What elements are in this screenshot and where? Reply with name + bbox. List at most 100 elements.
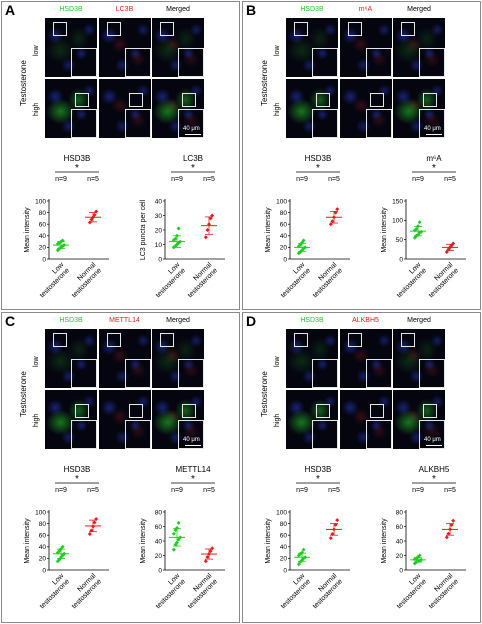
inset-zoom-box	[419, 359, 445, 388]
channel-header: LC3B	[115, 6, 134, 13]
x-tick-label: Lowtestosterone	[33, 261, 72, 300]
sample-size-label: n=9	[55, 176, 67, 183]
micrograph-low-3	[393, 329, 445, 388]
y-tick-label: 80	[280, 210, 288, 217]
data-point	[444, 535, 449, 540]
y-tick-label: 20	[155, 227, 163, 234]
panel-b	[242, 1, 481, 310]
x-tick-label: Normaltestosterone	[181, 572, 219, 610]
scale-bar	[426, 444, 442, 446]
chart-hsd3b: HSD3B* n=9 n=5 0 20 40 60 80 100 Mean intensity Lo…	[24, 465, 109, 611]
inset-source-box	[401, 22, 415, 36]
inset-source-box	[53, 22, 67, 36]
inset-zoom-box	[124, 48, 151, 77]
inset-zoom-box	[365, 419, 392, 449]
micrograph-low-1	[286, 18, 338, 77]
inset-zoom-box	[178, 359, 204, 388]
y-tick-label: 60	[280, 222, 288, 229]
y-tick-label: 0	[399, 567, 403, 574]
testosterone-label: Testosterone	[19, 60, 28, 106]
y-tick-label: 50	[396, 237, 404, 244]
testosterone-label: Testosterone	[260, 60, 269, 106]
y-tick-label: 80	[39, 210, 47, 217]
data-point	[55, 559, 60, 564]
y-tick-label: 60	[396, 524, 404, 531]
y-tick-label: 40	[39, 233, 47, 240]
micrograph-high-3: 40 μm	[393, 389, 445, 449]
micrograph-high-2	[339, 389, 392, 449]
y-tick-label: 0	[158, 256, 162, 263]
data-point	[417, 553, 422, 558]
sample-size-label: n=5	[328, 176, 340, 183]
sample-size-label: n=5	[203, 487, 215, 494]
inset-zoom-box	[419, 108, 445, 138]
y-tick-label: 80	[155, 509, 163, 516]
channel-header: m⁶A	[358, 6, 373, 13]
scale-bar	[426, 133, 442, 135]
inset-source-box	[75, 92, 89, 107]
y-tick-label: 0	[158, 567, 162, 574]
chart-hsd3b: HSD3B* n=9 n=5 0 20 40 60 80 100 Mean intensity Lo…	[265, 465, 350, 610]
data-point	[300, 550, 304, 555]
y-tick-label: 60	[39, 533, 47, 540]
data-point	[414, 226, 419, 231]
channel-header: Merged	[407, 6, 431, 13]
row-label-high: high	[274, 102, 281, 116]
sample-size-label: n=9	[296, 176, 308, 183]
significance-star: *	[75, 163, 79, 174]
significance-star: *	[75, 474, 79, 485]
y-tick-label: 30	[155, 213, 163, 220]
sample-size-label: n=5	[87, 487, 99, 494]
panel-d	[242, 312, 481, 623]
y-tick-label: 100	[276, 198, 287, 205]
channel-header: HSD3B	[300, 6, 324, 13]
data-point	[60, 544, 65, 549]
chart-title: METTL14	[175, 465, 211, 474]
inset-source-box	[347, 333, 362, 347]
inset-source-box	[106, 333, 121, 347]
y-axis-label: Mean intensity	[381, 207, 388, 253]
inset-source-box	[401, 333, 415, 347]
inset-zoom-box	[312, 419, 338, 449]
inset-source-box	[182, 403, 196, 418]
data-point	[57, 548, 62, 553]
chart-hsd3b: HSD3B* n=9 n=5 0 20 40 60 80 100 Mean intensity Lo…	[265, 154, 350, 299]
data-point	[60, 244, 65, 249]
data-point	[94, 209, 99, 214]
inset-zoom-box	[71, 48, 97, 77]
data-point	[203, 235, 208, 240]
data-point	[203, 559, 208, 564]
micrograph-low-1	[45, 329, 97, 388]
channel-header: Merged	[166, 317, 190, 324]
y-tick-label: 0	[399, 256, 403, 263]
scale-bar	[185, 444, 201, 446]
data-point	[92, 520, 97, 525]
row-label-low: low	[274, 355, 281, 367]
scale-bar	[185, 133, 201, 135]
micrograph-low-3	[393, 18, 445, 77]
x-tick-label: Normaltestosterone	[306, 261, 344, 299]
micrograph-low-3	[152, 329, 204, 388]
inset-source-box	[160, 22, 174, 36]
data-point	[417, 220, 422, 225]
chart-title: HSD3B	[64, 154, 91, 163]
y-tick-label: 40	[155, 198, 163, 205]
x-tick-label: Normaltestosterone	[181, 261, 219, 299]
significance-star: *	[316, 474, 320, 485]
channel-header: Merged	[407, 317, 431, 324]
inset-zoom-box	[419, 48, 445, 77]
sample-size-label: n=9	[171, 487, 183, 494]
inset-source-box	[347, 22, 362, 36]
x-tick-label: Lowtestosterone	[33, 572, 72, 611]
y-axis-label: LC3 puncta per cell	[140, 199, 147, 260]
testosterone-label: Testosterone	[19, 371, 28, 417]
y-axis-label: Mean intensity	[140, 518, 147, 564]
y-tick-label: 10	[155, 242, 163, 249]
sample-size-label: n=5	[328, 487, 340, 494]
inset-zoom-box	[419, 419, 445, 449]
y-tick-label: 100	[392, 218, 403, 225]
inset-source-box	[294, 22, 308, 36]
data-point	[171, 531, 176, 536]
channel-header: HSD3B	[59, 6, 83, 13]
x-tick-label: Normaltestosterone	[422, 261, 460, 299]
